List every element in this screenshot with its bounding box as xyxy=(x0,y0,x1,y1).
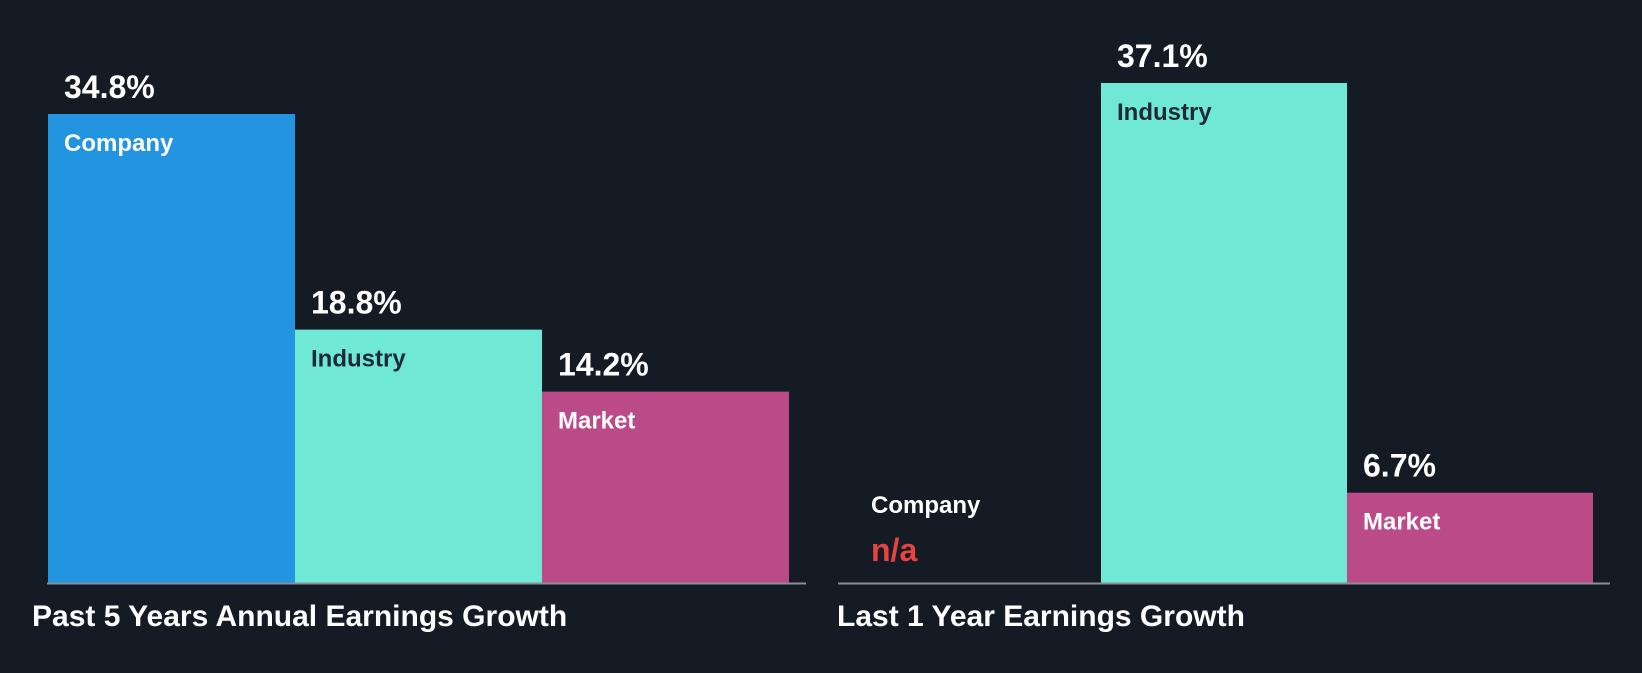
industry-bar xyxy=(1101,83,1347,583)
industry-bar xyxy=(295,329,542,583)
market-category-label: Market xyxy=(558,408,635,435)
market-category-label: Market xyxy=(1363,509,1440,536)
market-bar xyxy=(1347,492,1593,583)
industry-category-label: Industry xyxy=(311,346,406,373)
company-category-label: Company xyxy=(871,492,981,519)
market-value-label: 6.7% xyxy=(1363,448,1436,484)
market-bar xyxy=(542,391,789,583)
company-category-label: Company xyxy=(64,130,174,157)
chart-panel-2: Company n/a 37.1% Industry 6.7% Market Last 1 … xyxy=(837,38,1610,633)
company-bar xyxy=(48,113,295,583)
industry-value-label: 37.1% xyxy=(1117,38,1208,74)
chart-panel-1: 34.8% Company 18.8% Industry 14.2% Market Past… xyxy=(32,69,806,633)
market-value-label: 14.2% xyxy=(558,347,649,383)
company-value-label: n/a xyxy=(871,532,917,568)
company-value-label: 34.8% xyxy=(64,69,155,105)
industry-category-label: Industry xyxy=(1117,99,1212,126)
industry-value-label: 18.8% xyxy=(311,285,402,321)
chart-title: Past 5 Years Annual Earnings Growth xyxy=(32,600,567,633)
chart-title: Last 1 Year Earnings Growth xyxy=(837,600,1245,633)
